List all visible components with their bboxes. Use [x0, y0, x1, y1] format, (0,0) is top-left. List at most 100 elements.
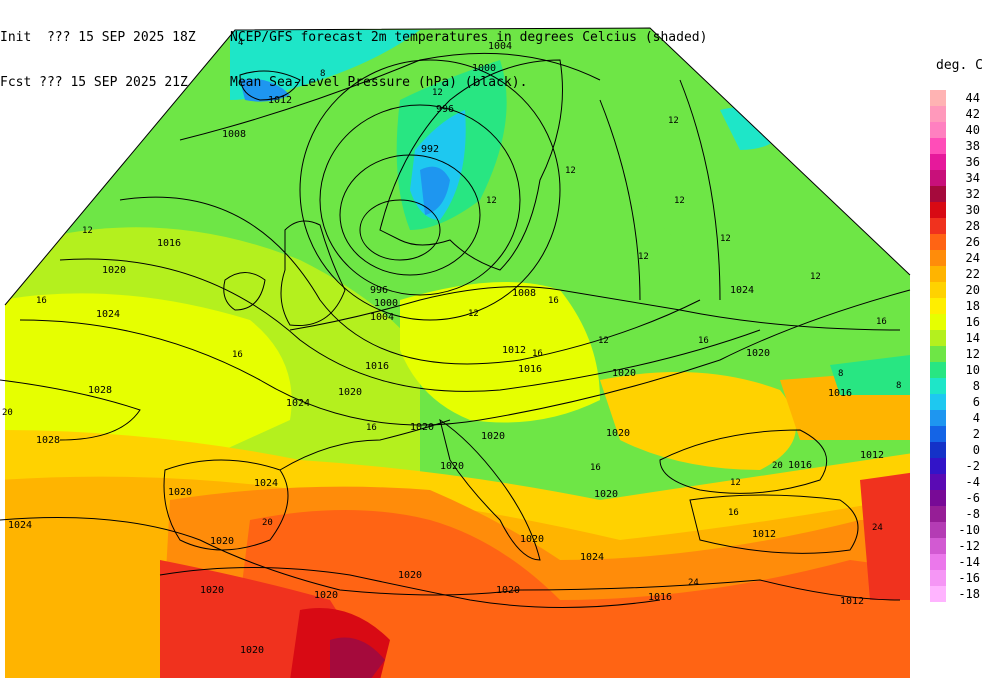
map-domain-border	[4, 27, 911, 306]
temp-label: 24	[688, 578, 699, 588]
legend-swatch	[930, 122, 946, 138]
isobar-label: 1016	[518, 364, 542, 375]
legend-label: 34	[965, 171, 980, 185]
isobar-label: 992	[421, 144, 439, 155]
map-header: Init ??? 15 SEP 2025 18Z NCEP/GFS foreca…	[0, 0, 707, 105]
legend-label: 22	[965, 267, 980, 281]
legend-label: 20	[965, 283, 980, 297]
legend-entry: 24	[930, 250, 980, 266]
legend-label: -14	[958, 555, 980, 569]
legend-entry: 40	[930, 122, 980, 138]
legend-entry: 12	[930, 346, 980, 362]
legend-entry: -14	[930, 554, 980, 570]
isobar-label: 1012	[268, 95, 292, 106]
legend-label: 28	[965, 219, 980, 233]
legend-label: -6	[965, 491, 980, 505]
isobar-label: 1008	[512, 288, 536, 299]
legend-entry: 6	[930, 394, 980, 410]
legend-swatch	[930, 106, 946, 122]
isobar-label: 1020	[612, 368, 636, 379]
legend-label: 12	[965, 347, 980, 361]
legend-entry: 22	[930, 266, 980, 282]
isobar-label: 1020	[398, 570, 422, 581]
temp-label: 16	[532, 349, 543, 359]
temp-label: 12	[82, 226, 93, 236]
legend-swatch	[930, 202, 946, 218]
temp-label: 8	[838, 369, 843, 379]
isobar-label: 1004	[370, 312, 394, 323]
legend-swatch	[930, 266, 946, 282]
temp-label: 20	[772, 461, 783, 471]
legend-title: deg. C	[936, 58, 983, 73]
init-time-label: Init ??? 15 SEP 2025 18Z	[0, 30, 196, 45]
legend-swatch	[930, 154, 946, 170]
legend-swatch	[930, 410, 946, 426]
temp-label: 16	[366, 423, 377, 433]
temp-label: 8	[896, 381, 901, 391]
legend-swatch	[930, 186, 946, 202]
legend-entry: -10	[930, 522, 980, 538]
legend-swatch	[930, 586, 946, 602]
legend-swatch	[930, 250, 946, 266]
temp-label: 20	[2, 408, 13, 418]
legend-swatch	[930, 474, 946, 490]
legend-label: 38	[965, 139, 980, 153]
temp-label: 12	[486, 196, 497, 206]
isobar-label: 1012	[860, 450, 884, 461]
isobars	[0, 52, 911, 601]
isobar-label: 1016	[828, 388, 852, 399]
legend-label: 14	[965, 331, 980, 345]
isobar-label: 1012	[752, 529, 776, 540]
legend-swatch	[930, 138, 946, 154]
legend-entry: 36	[930, 154, 980, 170]
temperature-label-group: 4 8 12 12 12 12 12 12 12 12 16 16 16 16 …	[2, 38, 901, 588]
legend-entry: 14	[930, 330, 980, 346]
legend-entry: 32	[930, 186, 980, 202]
isobar-label: 1016	[365, 361, 389, 372]
isobar-label: 1020	[410, 422, 434, 433]
legend-label: 6	[972, 395, 980, 409]
legend-label: 0	[972, 443, 980, 457]
legend-label: -10	[958, 523, 980, 537]
isobar-label: 1024	[580, 552, 604, 563]
isobar-label: 1020	[168, 487, 192, 498]
legend-swatch	[930, 554, 946, 570]
legend-label: 8	[972, 379, 980, 393]
legend-entry: 8	[930, 378, 980, 394]
isobar-label: 1020	[606, 428, 630, 439]
isobar-label: 1024	[730, 285, 754, 296]
isobar-label: 1024	[96, 309, 120, 320]
legend-label: 16	[965, 315, 980, 329]
isobar-label: 1028	[36, 435, 60, 446]
legend-entry: 30	[930, 202, 980, 218]
isobar-label: 1020	[240, 645, 264, 656]
map-title-line1: NCEP/GFS forecast 2m temperatures in deg…	[230, 30, 708, 45]
isobar-label: 1020	[496, 585, 520, 596]
legend-swatch	[930, 538, 946, 554]
legend-entry: 20	[930, 282, 980, 298]
legend-swatch	[930, 458, 946, 474]
temp-label: 16	[698, 336, 709, 346]
temp-label: 12	[638, 252, 649, 262]
legend-entry: 44	[930, 90, 980, 106]
temp-label: 12	[432, 88, 443, 98]
legend-label: -12	[958, 539, 980, 553]
legend-entry: -16	[930, 570, 980, 586]
isobar-label: 1020	[481, 431, 505, 442]
temp-label: 16	[548, 296, 559, 306]
temp-label: 16	[728, 508, 739, 518]
isobar-label: 996	[436, 104, 454, 115]
legend-label: 36	[965, 155, 980, 169]
legend-entry: 16	[930, 314, 980, 330]
isobar-label: 1020	[210, 536, 234, 547]
isobar-label: 1020	[594, 489, 618, 500]
legend-swatch	[930, 346, 946, 362]
legend-swatch	[930, 90, 946, 106]
isobar-label: 1024	[254, 478, 278, 489]
isobar-label: 1012	[502, 345, 526, 356]
isobar-label: 1020	[314, 590, 338, 601]
legend-entry: 28	[930, 218, 980, 234]
isobar-label: 1020	[200, 585, 224, 596]
coastlines	[159, 59, 901, 608]
